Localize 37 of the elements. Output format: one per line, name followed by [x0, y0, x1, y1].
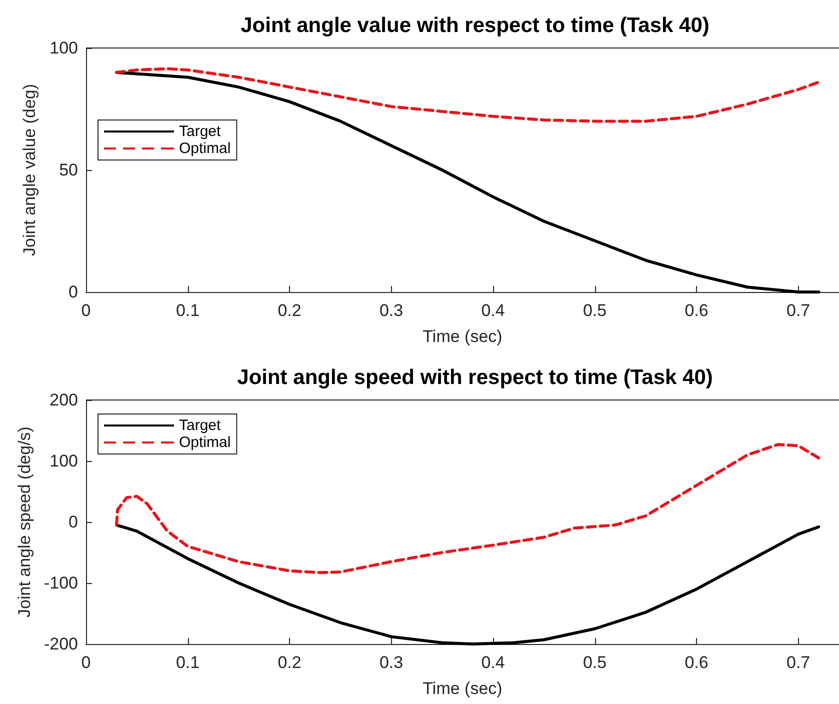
- y-tick-label: 200: [50, 390, 78, 410]
- x-tick-label: 0.4: [481, 301, 505, 320]
- y-tick-label: 100: [50, 452, 78, 470]
- y-tick-label: -200: [44, 634, 78, 654]
- y-tick-label: 0: [68, 282, 78, 302]
- x-tick-label: 0.3: [379, 653, 404, 672]
- y-axis-title: Joint angle speed (deg/s): [15, 426, 34, 618]
- x-axis-title: Time (sec): [422, 327, 502, 346]
- line-series: [115, 67, 820, 123]
- legend-label: Target: [179, 123, 222, 140]
- legend-label: Target: [179, 417, 222, 434]
- legend-label: Optimal: [179, 434, 231, 451]
- legend-label: Optimal: [179, 140, 231, 157]
- x-tick-label: 0.3: [379, 301, 404, 320]
- chart-title: Joint angle value with respect to time (Task 40): [240, 14, 710, 37]
- x-tick-label: 0.7: [786, 301, 810, 320]
- x-tick-label: 0.2: [278, 653, 302, 672]
- chart-title: Joint angle speed with respect to time (Task 40): [237, 366, 713, 389]
- x-tick-label: 0.5: [582, 301, 607, 320]
- y-tick-label: 100: [50, 38, 78, 58]
- y-tick-label: 50: [59, 160, 78, 180]
- x-tick-label: 0.1: [176, 301, 200, 320]
- y-tick-label: 0: [68, 512, 78, 532]
- line-series: [115, 524, 820, 646]
- x-tick-label: 0.2: [278, 301, 302, 320]
- x-axis-title: Time (sec): [422, 679, 502, 698]
- y-tick-label: -100: [44, 574, 78, 592]
- x-tick-label: 0.6: [684, 653, 708, 672]
- y-axis-title: Joint angle value (deg): [20, 84, 39, 256]
- x-tick-label: 0: [81, 301, 91, 320]
- x-tick-label: 0.4: [481, 653, 505, 672]
- x-tick-label: 0.5: [582, 653, 607, 672]
- line-series: [115, 70, 820, 294]
- x-tick-label: 0.7: [786, 653, 810, 672]
- x-tick-label: 0.6: [684, 301, 708, 320]
- x-tick-label: 0.1: [176, 653, 200, 672]
- x-tick-label: 0: [81, 653, 91, 672]
